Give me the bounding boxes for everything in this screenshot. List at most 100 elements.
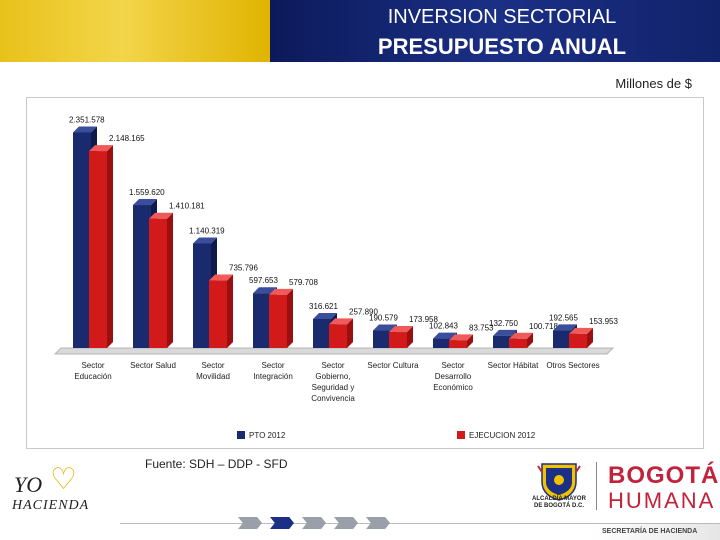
bar-ejecucion bbox=[89, 151, 107, 348]
bar-top-pto bbox=[253, 287, 277, 294]
chart-floor bbox=[53, 347, 615, 355]
bar-data-label: 597.653 bbox=[249, 276, 278, 285]
category-label: Seguridad y bbox=[312, 383, 355, 392]
progress-step bbox=[302, 517, 326, 529]
bar-data-label: 257.890 bbox=[349, 307, 378, 316]
bar-data-label: 2.351.578 bbox=[69, 115, 105, 124]
bar-data-label: 153.953 bbox=[589, 317, 618, 326]
units-label: Millones de $ bbox=[615, 76, 692, 91]
category-label: Sector bbox=[81, 361, 104, 370]
bar-top-ejecucion bbox=[449, 334, 473, 341]
bar-data-label: 2.148.165 bbox=[109, 134, 145, 143]
page-title-line2: PRESUPUESTO ANUAL bbox=[377, 34, 627, 59]
bar-data-label: 102.843 bbox=[429, 322, 458, 331]
bar-ejecucion bbox=[149, 218, 167, 348]
bar-top-ejecucion bbox=[149, 212, 173, 219]
bar-ejecucion bbox=[509, 338, 527, 348]
bar-side-ejecucion bbox=[587, 327, 593, 348]
category-label: Sector Salud bbox=[130, 361, 176, 370]
bar-chart: 2.351.578 2.148.165 Sector Educación 1.559.6… bbox=[53, 115, 618, 440]
category-label: Convivencia bbox=[311, 394, 355, 403]
progress-step bbox=[366, 517, 390, 529]
slide-progress bbox=[238, 517, 418, 531]
category-label: Sector Cultura bbox=[367, 361, 419, 370]
bar-top-pto bbox=[73, 126, 97, 133]
header-gold-panel bbox=[0, 0, 272, 62]
bar-top-ejecucion bbox=[209, 274, 233, 281]
bar-top-pto bbox=[133, 199, 157, 206]
category-label: Económico bbox=[433, 383, 473, 392]
bar-side-ejecucion bbox=[407, 326, 413, 348]
bar-data-label: 100.718 bbox=[529, 322, 558, 331]
category-label: Otros Sectores bbox=[546, 361, 599, 370]
legend-swatch-ejecucion bbox=[457, 431, 465, 439]
bar-data-label: 132.750 bbox=[489, 319, 518, 328]
progress-step bbox=[334, 517, 358, 529]
bar-data-label: 735.796 bbox=[229, 264, 258, 273]
category-label: Gobierno, bbox=[315, 372, 350, 381]
bar-pto bbox=[373, 330, 391, 348]
source-note: Fuente: SDH – DDP - SFD bbox=[145, 457, 288, 471]
bar-top-pto bbox=[553, 324, 577, 331]
bar-pto bbox=[433, 338, 451, 348]
bar-top-ejecucion bbox=[389, 326, 413, 333]
bar-ejecucion bbox=[389, 332, 407, 348]
bar-top-ejecucion bbox=[329, 318, 353, 325]
bar-data-label: 192.565 bbox=[549, 313, 578, 322]
bar-top-pto bbox=[493, 329, 517, 336]
category-label: Movilidad bbox=[196, 372, 230, 381]
category-label: Educación bbox=[74, 372, 111, 381]
bar-top-pto bbox=[313, 312, 337, 319]
bar-side-ejecucion bbox=[227, 274, 233, 348]
bar-side-ejecucion bbox=[527, 332, 533, 348]
bar-top-ejecucion bbox=[269, 288, 293, 295]
header-banner: INVERSION SECTORIAL PRESUPUESTO ANUAL bbox=[0, 0, 720, 62]
bar-pto bbox=[193, 243, 211, 348]
chart-frame: 2.351.578 2.148.165 Sector Educación 1.559.6… bbox=[26, 97, 704, 449]
bar-ejecucion bbox=[209, 280, 227, 348]
bar-pto bbox=[493, 335, 511, 348]
legend-swatch-pto bbox=[237, 431, 245, 439]
legend-label-pto: PTO 2012 bbox=[249, 431, 286, 440]
bar-data-label: 316.621 bbox=[309, 302, 338, 311]
category-label: Integración bbox=[253, 372, 293, 381]
bar-top-pto bbox=[193, 237, 217, 244]
bar-data-label: 1.410.181 bbox=[169, 202, 205, 211]
bar-side-ejecucion bbox=[287, 288, 293, 348]
logo-separator bbox=[596, 462, 597, 510]
bar-data-label: 579.708 bbox=[289, 278, 318, 287]
bar-pto bbox=[313, 318, 331, 348]
bar-data-label: 190.579 bbox=[369, 314, 398, 323]
bar-top-pto bbox=[373, 324, 397, 331]
category-label: Sector bbox=[321, 361, 344, 370]
yo-hacienda-logo: YO ♡ HACIENDA bbox=[12, 462, 102, 524]
logo-hacienda-text: HACIENDA bbox=[12, 498, 90, 513]
footer-divider bbox=[120, 523, 720, 524]
bar-side-ejecucion bbox=[467, 334, 473, 348]
bar-pto bbox=[253, 293, 271, 348]
progress-step bbox=[238, 517, 262, 529]
bar-data-label: 83.753 bbox=[469, 323, 494, 332]
heart-icon: ♡ bbox=[50, 463, 77, 496]
bar-top-ejecucion bbox=[89, 145, 113, 152]
bar-side-ejecucion bbox=[347, 318, 353, 348]
bar-ejecucion bbox=[449, 340, 467, 348]
bogota-wordmark: BOGOTÁ bbox=[608, 462, 720, 489]
bar-pto bbox=[553, 330, 571, 348]
crest-caption: ALCALDÍA MAYOR DE BOGOTÁ D.C. bbox=[532, 496, 586, 509]
bar-side-ejecucion bbox=[107, 145, 113, 348]
logo-yo-text: YO bbox=[14, 472, 43, 497]
humana-wordmark: HUMANA bbox=[608, 488, 716, 513]
bar-top-pto bbox=[433, 332, 457, 339]
page-title-line1: INVERSION SECTORIAL bbox=[387, 6, 617, 28]
bar-data-label: 1.559.620 bbox=[129, 188, 165, 197]
category-label: Sector bbox=[441, 361, 464, 370]
progress-step-active bbox=[270, 517, 294, 529]
legend-label-ejecucion: EJECUCION 2012 bbox=[469, 431, 536, 440]
category-label: Desarrollo bbox=[435, 372, 472, 381]
bar-data-label: 173.958 bbox=[409, 315, 438, 324]
category-label: Sector bbox=[201, 361, 224, 370]
header-navy-panel bbox=[270, 0, 720, 62]
bar-ejecucion bbox=[569, 333, 587, 348]
secretaria-label: SECRETARÍA DE HACIENDA bbox=[602, 528, 698, 535]
